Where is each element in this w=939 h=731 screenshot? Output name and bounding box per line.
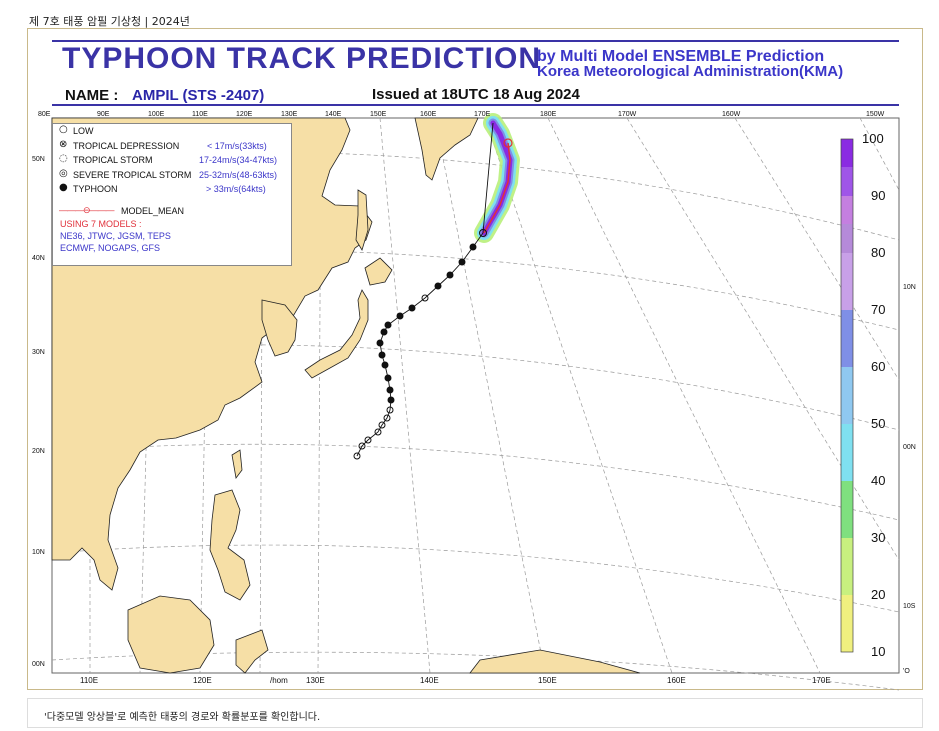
korea-peninsula	[261, 299, 298, 357]
bottom-tick: 150E	[538, 676, 557, 685]
colorbar-label: 50	[871, 416, 886, 431]
top-tick: 130E	[281, 111, 298, 118]
typhoon-name: AMPIL (STS -2407)	[132, 87, 265, 104]
model-mean-marker	[503, 138, 513, 148]
left-tick: 30N	[32, 349, 45, 356]
legend-ts: TROPICAL STORM	[73, 155, 153, 165]
top-tick: 100E	[148, 111, 165, 118]
subtitle-line-1: by Multi Model ENSEMBLE Prediction	[537, 48, 825, 65]
colorbar-label: 70	[871, 302, 886, 317]
track-points	[353, 229, 487, 460]
legend-ts-range: 17-24m/s(34-47kts)	[199, 155, 278, 165]
legend-td: TROPICAL DEPRESSION	[73, 141, 180, 151]
name-label: NAME :	[65, 87, 119, 104]
colorbar-label: 40	[871, 473, 886, 488]
right-tick: 'O	[903, 668, 910, 675]
top-tick: 150E	[370, 111, 387, 118]
legend-td-range: < 17m/s(33kts)	[207, 141, 267, 151]
colorbar-label: 100	[862, 131, 884, 146]
taiwan	[231, 449, 243, 479]
model-mean-track	[483, 142, 511, 234]
legend-ty: TYPHOON	[73, 184, 118, 194]
top-tick: 180E	[540, 111, 557, 118]
legend-models-1: NE36, JTWC, JGSM, TEPS	[60, 231, 171, 241]
colorbar-label: 30	[871, 530, 886, 545]
left-tick: 20N	[32, 448, 45, 455]
left-tick: 00N	[32, 661, 45, 668]
model-mean-line-icon: ———⊖———	[59, 205, 115, 215]
top-tick: 160W	[722, 111, 741, 118]
td-symbol-icon: ⊗	[59, 139, 68, 150]
top-tick: 170W	[618, 111, 637, 118]
new-guinea	[469, 649, 641, 674]
sulawesi	[235, 629, 269, 674]
kamchatka	[414, 117, 479, 181]
legend-ty-range: > 33m/s(64kts)	[206, 184, 266, 194]
sakhalin	[355, 189, 369, 251]
sts-symbol-icon: ◎	[59, 168, 68, 179]
legend-low: LOW	[73, 126, 94, 136]
bottom-tick: 130E	[306, 676, 325, 685]
typhoon-symbol-icon: ●	[59, 182, 68, 193]
top-tick: 110E	[192, 111, 208, 118]
top-tick: 140E	[325, 111, 342, 118]
bottom-tick: 140E	[420, 676, 439, 685]
hokkaido	[364, 257, 393, 286]
chart-title: TYPHOON TRACK PREDICTION	[62, 42, 542, 75]
colorbar-label: 80	[871, 245, 886, 260]
colorbar-label: 10	[871, 644, 886, 659]
top-tick: 160E	[420, 111, 437, 118]
legend-sts: SEVERE TROPICAL STORM	[73, 170, 192, 180]
right-tick: 00N	[903, 444, 916, 451]
legend-sts-range: 25-32m/s(48-63kts)	[199, 170, 278, 180]
top-tick: 150W	[866, 111, 885, 118]
top-tick: 120E	[236, 111, 253, 118]
low-symbol-icon: ○	[59, 124, 68, 135]
footer-caption-box	[27, 698, 923, 728]
legend-models-2: ECMWF, NOGAPS, GFS	[60, 243, 161, 253]
japan	[304, 289, 369, 379]
footer-caption: '다중모델 앙상블'로 예측한 태풍의 경로와 확률분포를 확인합니다.	[44, 712, 321, 723]
legend-model-mean: MODEL_MEAN	[121, 206, 185, 216]
bottom-tick: 120E	[193, 676, 212, 685]
top-tick: 80E	[38, 111, 51, 118]
top-tick: 170E	[474, 111, 491, 118]
left-tick: 50N	[32, 156, 45, 163]
bottom-tick: 170E	[812, 676, 831, 685]
issued-time: Issued at 18UTC 18 Aug 2024	[372, 86, 580, 103]
bottom-tick: /hom	[270, 676, 288, 685]
philippines	[209, 489, 251, 601]
ts-symbol-icon: ◌	[59, 153, 68, 164]
bottom-tick: 160E	[667, 676, 686, 685]
right-tick: 10S	[903, 603, 916, 610]
colorbar-label: 90	[871, 188, 886, 203]
borneo	[127, 595, 215, 674]
top-tick: 90E	[97, 111, 110, 118]
colorbar-label: 60	[871, 359, 886, 374]
page-caption: 제 7호 태풍 암필 기상청 | 2024년	[29, 15, 190, 28]
bottom-tick: 110E	[80, 676, 99, 685]
probability-colorbar	[840, 138, 854, 653]
right-tick: 10N	[903, 284, 916, 291]
left-tick: 40N	[32, 255, 45, 262]
legend-box	[52, 123, 292, 266]
header-rule-bottom	[52, 104, 899, 106]
header-rule-top	[52, 40, 899, 42]
left-tick: 10N	[32, 549, 45, 556]
subtitle-line-2: Korea Meteorological Administration(KMA)	[537, 63, 844, 80]
legend-using: USING 7 MODELS :	[60, 219, 142, 229]
colorbar-label: 20	[871, 587, 886, 602]
